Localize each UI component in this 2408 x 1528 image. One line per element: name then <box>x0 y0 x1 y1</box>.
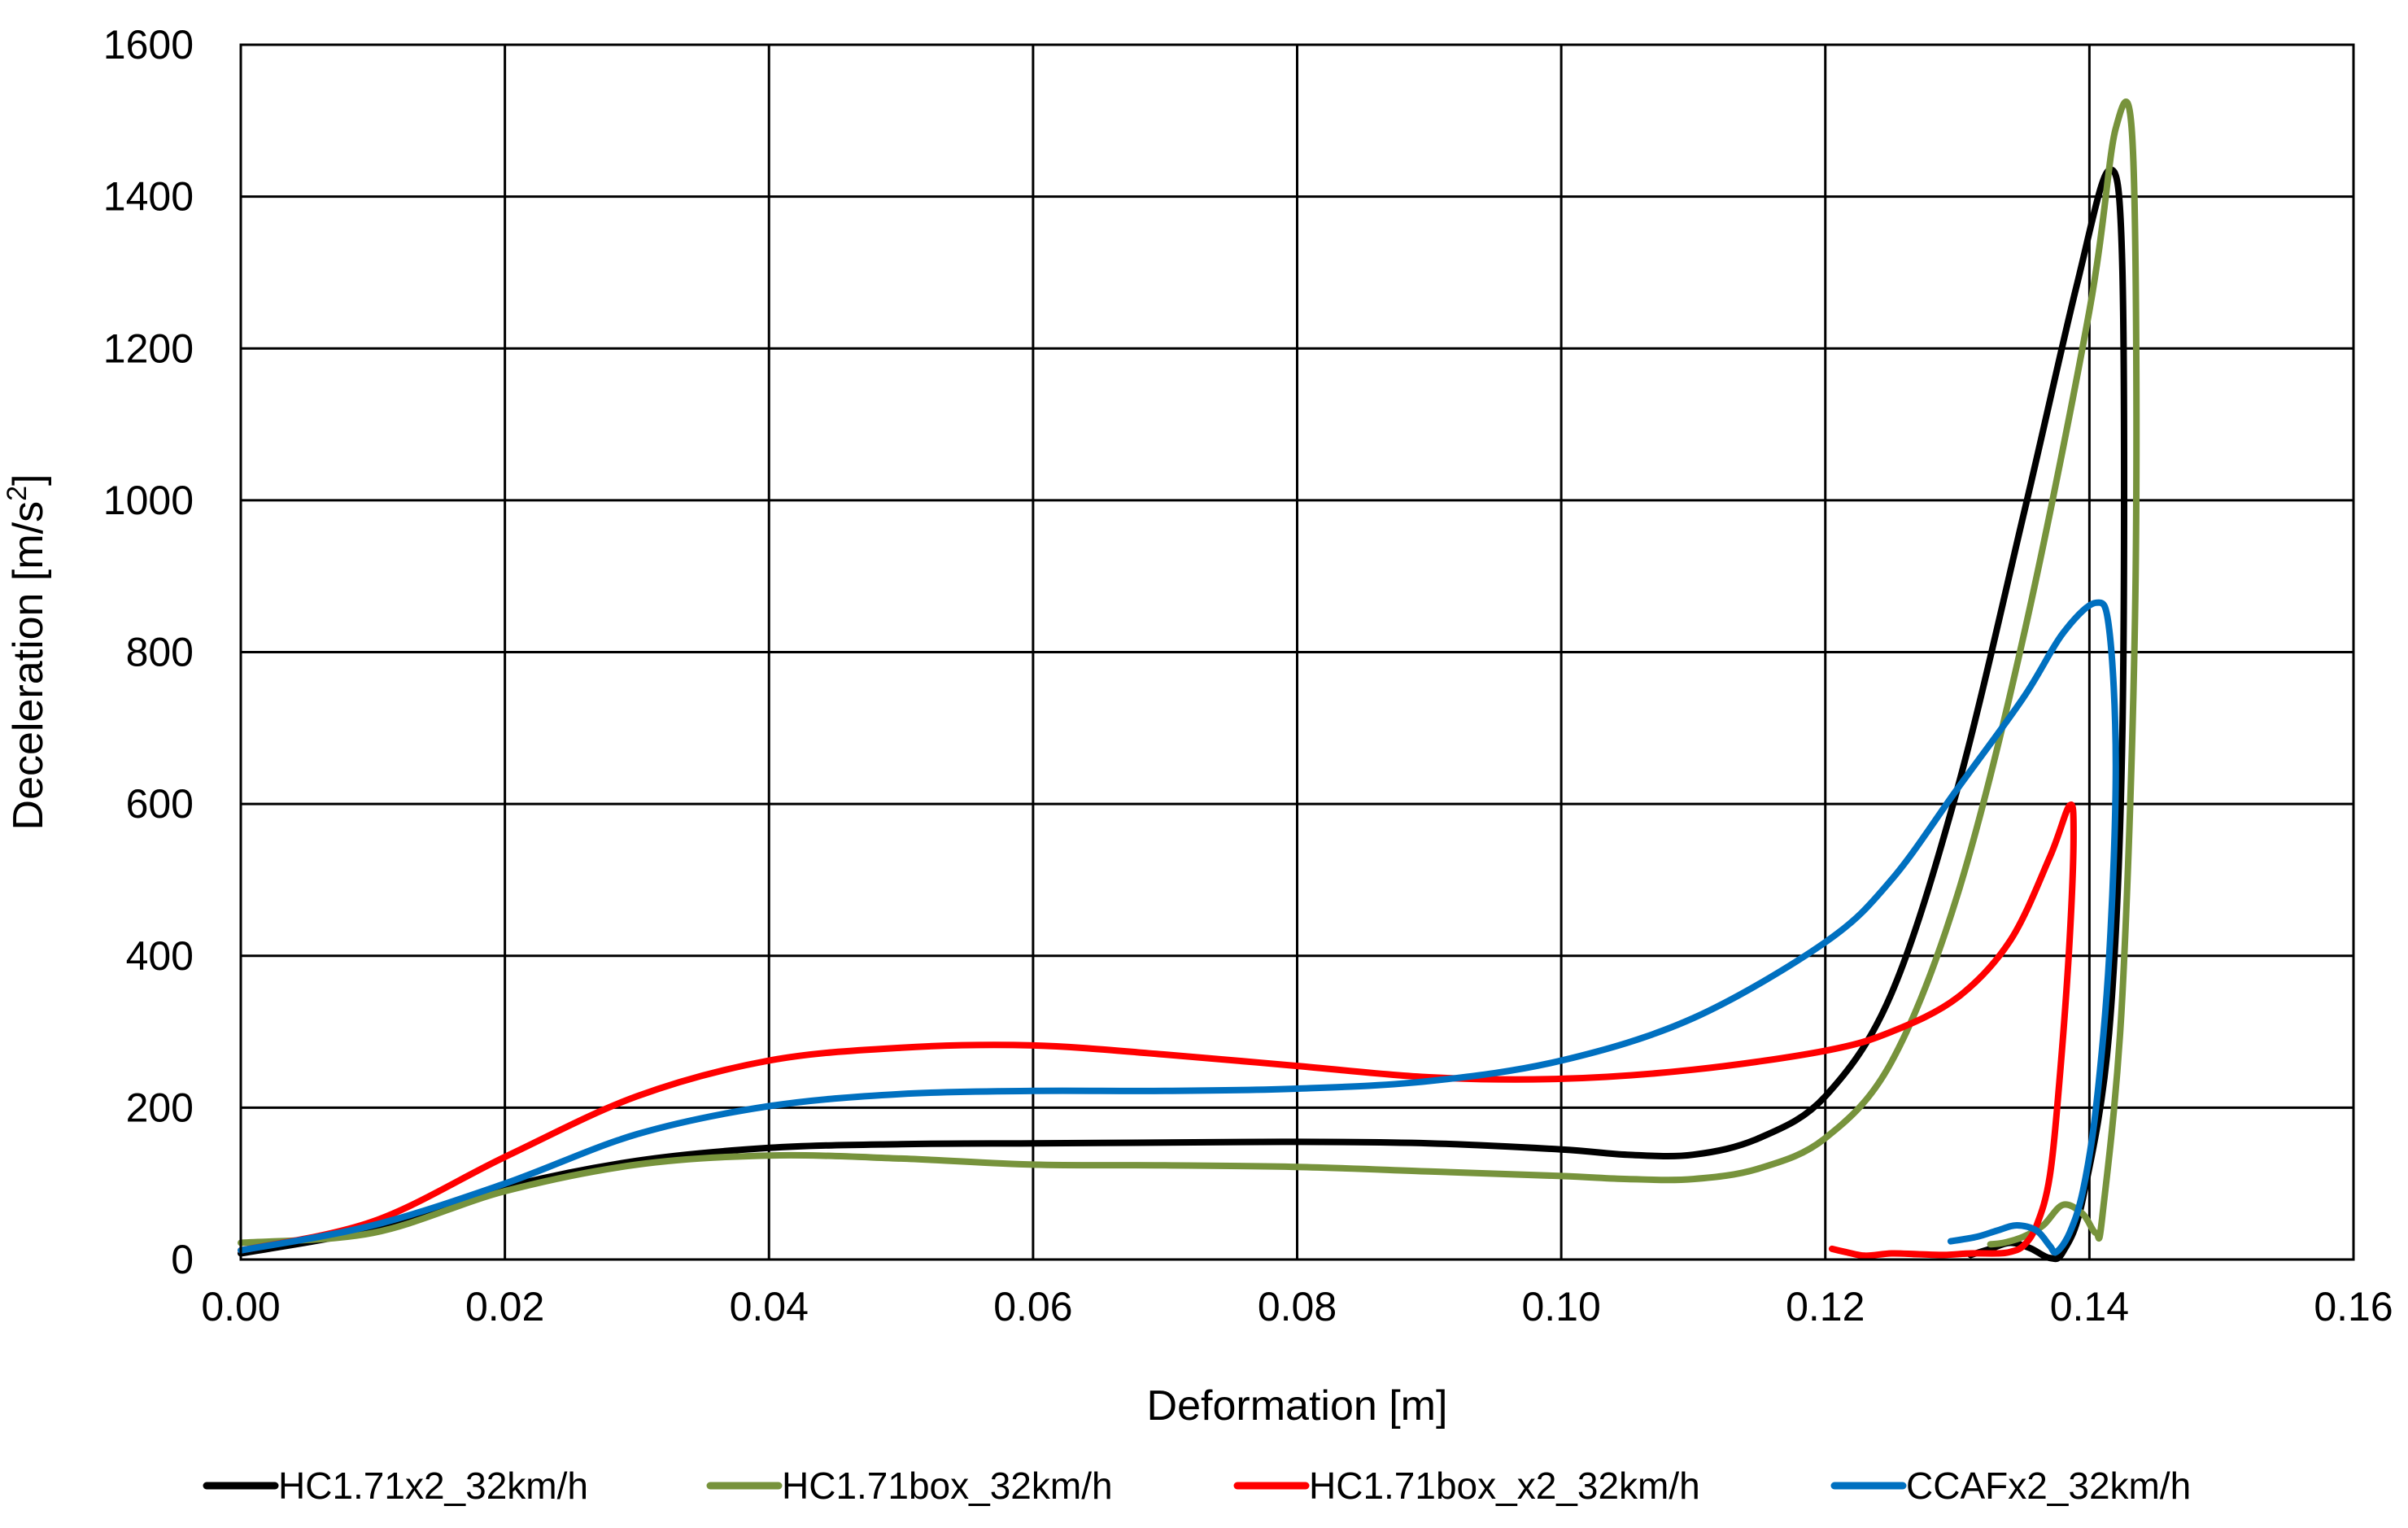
y-tick-label: 1000 <box>103 478 194 523</box>
y-tick-label: 0 <box>171 1237 194 1282</box>
y-tick-label: 1600 <box>103 22 194 68</box>
y-axis-title: Deceleration [m/s2] <box>2 474 52 831</box>
legend-label-hc171box: HC1.71box_32km/h <box>782 1465 1113 1507</box>
y-tick-label: 1400 <box>103 174 194 220</box>
y-tick-label: 400 <box>126 933 194 979</box>
x-tick-label: 0.02 <box>465 1284 544 1329</box>
y-tick-label: 200 <box>126 1085 194 1130</box>
y-tick-label: 1200 <box>103 325 194 371</box>
x-tick-label: 0.08 <box>1258 1284 1337 1329</box>
x-tick-label: 0.06 <box>993 1284 1072 1329</box>
y-tick-label: 800 <box>126 630 194 675</box>
series-line-hc171box-x2 <box>238 801 2077 1260</box>
legend: HC1.71x2_32km/h HC1.71box_32km/h HC1.71b… <box>203 1465 2191 1507</box>
y-axis-title-superscript: 2 <box>2 486 33 501</box>
legend-label-hc171box-x2: HC1.71box_x2_32km/h <box>1309 1465 1700 1507</box>
x-tick-label: 0.00 <box>201 1284 280 1329</box>
legend-item-hc171x2: HC1.71x2_32km/h <box>203 1465 588 1507</box>
y-axis-title-main: Deceleration [m/s <box>5 501 52 831</box>
x-tick-label: 0.04 <box>730 1284 809 1329</box>
legend-item-hc171box: HC1.71box_32km/h <box>706 1465 1113 1507</box>
legend-label-ccafx2: CCAFx2_32km/h <box>1906 1465 2191 1507</box>
x-tick-label: 0.12 <box>1786 1284 1865 1329</box>
legend-item-hc171box-x2: HC1.71box_x2_32km/h <box>1233 1465 1700 1507</box>
x-tick-label: 0.16 <box>2314 1284 2393 1329</box>
series-line-hc171box <box>238 98 2140 1248</box>
series-line-hc171x2 <box>238 166 2128 1263</box>
tick-labels: 0.00 0.02 0.04 0.06 0.08 0.10 0.12 0.14 0.16 0 200… <box>103 22 2393 1329</box>
x-tick-label: 0.14 <box>2050 1284 2129 1329</box>
y-tick-label: 600 <box>126 781 194 827</box>
legend-label-hc171x2: HC1.71x2_32km/h <box>278 1465 588 1507</box>
grid <box>241 45 2353 1260</box>
x-tick-label: 0.10 <box>1521 1284 1600 1329</box>
series-layer <box>238 98 2140 1263</box>
y-axis-title-close: ] <box>5 474 52 486</box>
x-axis-title: Deformation [m] <box>1147 1382 1448 1430</box>
plot-area-border <box>239 43 2355 1261</box>
legend-item-ccafx2: CCAFx2_32km/h <box>1830 1465 2191 1507</box>
series-line-ccafx2 <box>238 599 2119 1256</box>
